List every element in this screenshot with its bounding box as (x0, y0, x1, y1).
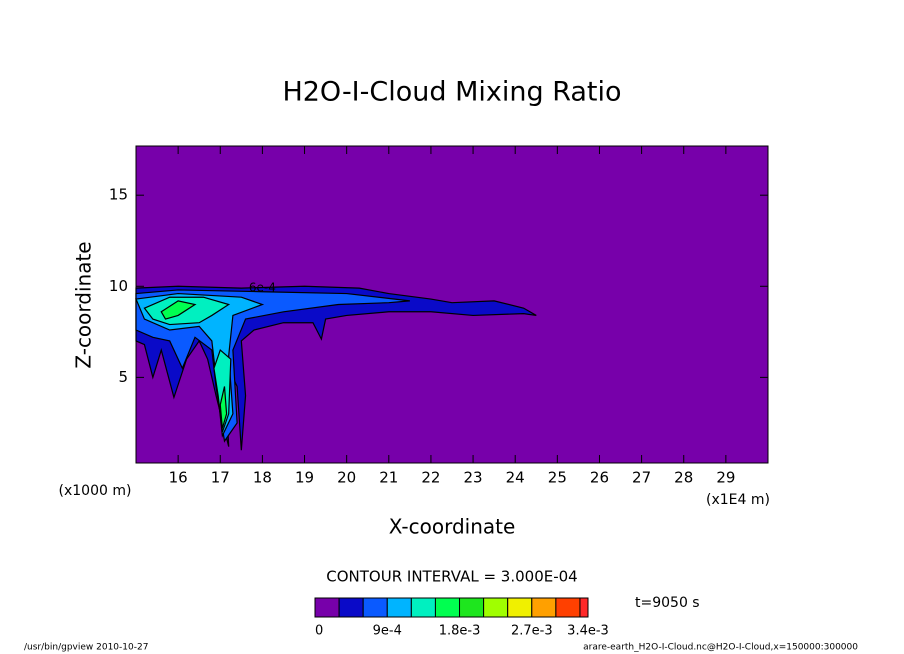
contour-label: 6e-4 (249, 281, 276, 295)
x-tick-label: 17 (211, 469, 230, 487)
x-tick-label: 29 (716, 469, 735, 487)
y-axis-label: Z-coordinate (72, 241, 96, 368)
time-label: t=9050 s (635, 595, 700, 611)
colorbar-label: 3.4e-3 (567, 624, 609, 639)
colorbar-box (338, 597, 364, 618)
colorbar-box (362, 597, 388, 618)
contour-region (135, 292, 265, 438)
x-tick-label: 21 (379, 469, 398, 487)
colorbar-box (386, 597, 412, 618)
colorbar-box (483, 597, 509, 618)
colorbar-box (507, 597, 533, 618)
colorbar-label: 0 (315, 624, 323, 639)
footer-right: arare-earth_H2O-I-Cloud.nc@H2O-I-Cloud,x… (583, 643, 858, 653)
x-tick-label: 28 (674, 469, 693, 487)
x-unit: (x1E4 m) (706, 492, 770, 508)
colorbar-box (314, 597, 340, 618)
x-tick-label: 18 (253, 469, 272, 487)
y-unit: (x1000 m) (59, 483, 132, 499)
colorbar-box (459, 597, 485, 618)
contour-region (160, 300, 197, 320)
colorbar-label: 9e-4 (373, 624, 402, 639)
x-axis-label: X-coordinate (389, 515, 516, 539)
chart-title: H2O-I-Cloud Mixing Ratio (282, 77, 621, 108)
colorbar-box (555, 597, 581, 618)
x-tick-label: 27 (632, 469, 651, 487)
x-tick-label: 16 (169, 469, 188, 487)
colorbar-box (410, 597, 436, 618)
colorbar-box (434, 597, 461, 618)
contour-region (219, 386, 228, 429)
contour-interval: CONTOUR INTERVAL = 3.000E-04 (326, 568, 577, 586)
y-tick-label: 15 (109, 186, 128, 204)
x-tick-label: 20 (337, 469, 356, 487)
colorbar-box (531, 597, 557, 618)
x-tick-label: 26 (590, 469, 609, 487)
x-tick-label: 23 (464, 469, 483, 487)
y-tick-label: 5 (118, 368, 128, 386)
x-tick-label: 19 (295, 469, 314, 487)
x-tick-label: 24 (506, 469, 525, 487)
colorbar-label: 2.7e-3 (511, 624, 553, 639)
plot-frame (135, 145, 769, 464)
colorbar-label: 1.8e-3 (439, 624, 481, 639)
colorbar-box (579, 597, 589, 618)
y-tick-label: 10 (109, 277, 128, 295)
x-tick-label: 25 (548, 469, 567, 487)
x-tick-label: 22 (421, 469, 440, 487)
footer-left: /usr/bin/gpview 2010-10-27 (24, 643, 148, 653)
